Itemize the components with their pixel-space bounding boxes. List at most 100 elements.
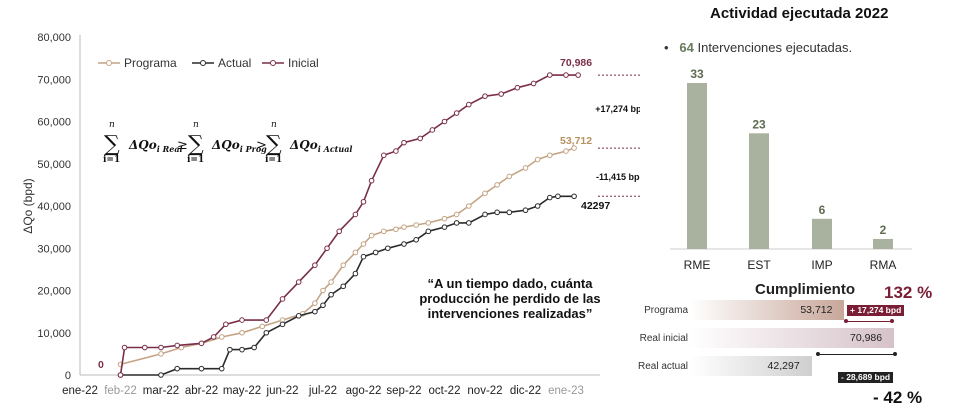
data-point-inicial <box>482 93 488 99</box>
data-point-actual <box>494 209 500 216</box>
sum-lower: i=1 <box>187 155 204 165</box>
formula-op: > <box>256 138 267 153</box>
data-point-inicial <box>117 372 124 378</box>
hbar <box>690 300 845 320</box>
hbar-value: 53,712 <box>800 304 833 316</box>
activity-bar-value: 23 <box>752 117 766 131</box>
connector-dot <box>844 319 848 323</box>
data-point-actual <box>320 302 326 309</box>
formula-term: ΔQoi Prog <box>211 138 267 154</box>
data-point-actual <box>251 344 257 351</box>
connector-dot <box>890 319 894 323</box>
data-point-actual <box>198 365 205 372</box>
data-point-actual <box>227 346 233 353</box>
gap-label-bottom: -11,415 bpd <box>596 172 640 182</box>
data-point-actual <box>571 193 577 200</box>
data-point-inicial <box>142 344 148 351</box>
annotation-actual-end: 42297 <box>581 200 610 212</box>
quote-text: “A un tiempo dado, cuánta producción he … <box>390 276 630 321</box>
data-point-inicial <box>174 342 180 349</box>
data-point-inicial <box>324 245 330 252</box>
activity-bar-category: IMP <box>811 258 832 272</box>
data-point-inicial <box>401 139 407 146</box>
data-point-programa <box>393 226 399 233</box>
data-point-inicial <box>295 279 302 285</box>
actual-gap-connector <box>818 354 895 355</box>
bottom-percent: - 42 % <box>873 388 923 407</box>
y-tick-label: 70,000 <box>37 74 71 86</box>
y-tick-label: 10,000 <box>37 328 71 340</box>
sum-upper: n <box>271 120 277 130</box>
activity-bar <box>749 133 769 249</box>
data-point-inicial <box>530 80 537 87</box>
data-point-actual <box>295 313 302 319</box>
quote-line: producción he perdido de las <box>419 291 601 306</box>
annotation-inicial-end: 70,986 <box>560 57 592 69</box>
data-point-inicial <box>263 317 270 323</box>
hbar-label: Real actual <box>637 361 688 372</box>
data-point-programa <box>453 211 460 218</box>
data-point-inicial <box>466 101 472 108</box>
data-point-inicial <box>336 228 343 235</box>
quote-line: intervenciones realizadas” <box>427 306 593 321</box>
activity-bar-value: 2 <box>880 223 887 237</box>
data-point-inicial <box>429 127 436 133</box>
hbar-label: Real inicial <box>639 333 688 344</box>
data-point-inicial <box>417 135 424 142</box>
data-point-programa <box>218 334 225 340</box>
data-point-programa <box>482 190 488 197</box>
cumplimiento-percent: 132 % <box>884 283 933 302</box>
data-point-programa <box>340 262 347 268</box>
x-tick-label: ago-22 <box>346 385 382 397</box>
x-tick-label: ene-22 <box>62 385 98 397</box>
data-point-actual <box>413 237 419 243</box>
x-tick-label: feb-22 <box>104 385 137 397</box>
data-point-actual <box>279 321 286 328</box>
data-point-actual <box>522 207 529 214</box>
data-point-programa <box>239 329 245 336</box>
data-point-programa <box>534 156 541 163</box>
data-point-inicial <box>210 334 217 340</box>
series-line-inicial <box>119 74 579 376</box>
data-point-actual <box>547 194 553 201</box>
formula-op: ≥ <box>177 138 188 153</box>
interventions-bullet: • 64 Intervenciones ejecutadas. <box>664 40 852 55</box>
gap-label-top: +17,274 bpd <box>595 104 640 114</box>
data-point-programa <box>401 224 407 230</box>
data-point-programa <box>522 165 529 171</box>
interventions-text: Intervenciones ejecutadas. <box>693 40 853 55</box>
formula-term: ΔQoi Real <box>128 138 183 154</box>
connector-dot <box>893 352 897 356</box>
data-point-programa <box>328 279 334 285</box>
data-point-programa <box>312 300 318 306</box>
data-point-programa <box>158 351 164 357</box>
connector-dot <box>816 352 820 356</box>
hbar-label: Programa <box>644 305 688 316</box>
activity-bar <box>687 83 707 249</box>
programa-gap-connector <box>846 321 892 322</box>
legend-label: Programa <box>124 56 177 70</box>
activity-bar <box>812 218 832 249</box>
quote-line: “A un tiempo dado, cuánta <box>427 276 593 291</box>
y-axis-label: ΔQo (bpd) <box>21 178 35 233</box>
x-tick-label: sep-22 <box>386 385 421 397</box>
activity-bar-value: 6 <box>819 203 826 217</box>
data-point-programa <box>368 232 375 239</box>
legend-label: Actual <box>218 56 251 70</box>
annotation-programa-end: 53,712 <box>560 135 592 147</box>
x-tick-label: ene-23 <box>548 385 584 397</box>
y-tick-label: 30,000 <box>37 243 71 255</box>
data-point-inicial <box>380 152 387 159</box>
sum-symbol: ∑ <box>266 132 282 157</box>
y-tick-label: 40,000 <box>37 201 71 213</box>
data-point-inicial <box>393 148 399 154</box>
hbar <box>690 356 812 376</box>
data-point-actual <box>158 372 164 378</box>
data-point-inicial <box>279 296 286 302</box>
data-point-inicial <box>352 211 359 218</box>
data-point-actual <box>239 346 245 353</box>
data-point-inicial <box>368 177 375 184</box>
data-point-programa <box>571 145 577 151</box>
activity-bar-category: EST <box>747 258 771 272</box>
